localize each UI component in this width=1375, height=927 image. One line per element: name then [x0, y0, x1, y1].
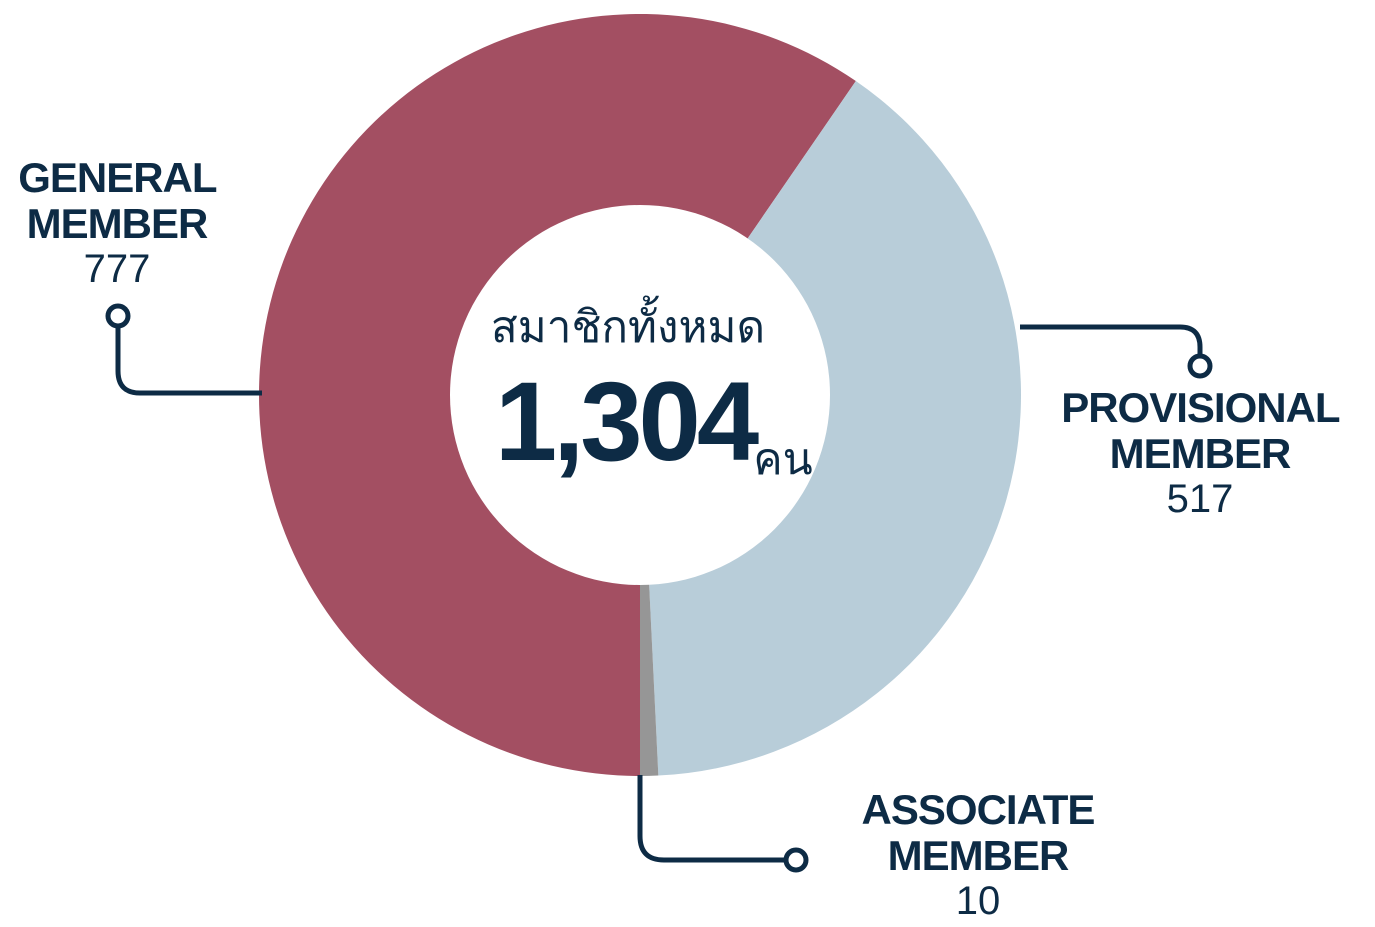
center-title: สมาชิกทั้งหมด: [491, 295, 765, 352]
label: GENERAL MEMBER 777: [18, 154, 217, 292]
value-label: 10: [955, 879, 1001, 923]
label: PROVISIONAL MEMBER 517: [1061, 384, 1340, 522]
unit: คน: [753, 435, 813, 484]
category-label: ASSOCIATE MEMBER: [861, 786, 1096, 879]
connector: [637, 775, 786, 863]
connector: [115, 318, 262, 396]
slice: [640, 81, 1021, 776]
category-label: PROVISIONAL MEMBER: [1061, 384, 1340, 477]
donut-hole: [450, 205, 830, 585]
total: 1,304: [495, 359, 759, 484]
connector-dot: [1187, 353, 1213, 379]
label: ASSOCIATE MEMBER 10: [861, 786, 1096, 924]
value-label: 777: [83, 247, 151, 291]
value-label: 517: [1166, 477, 1234, 521]
category-label: GENERAL MEMBER: [18, 154, 217, 247]
connector-dot: [105, 303, 131, 329]
connector-dot: [783, 847, 809, 873]
connector: [1020, 324, 1203, 358]
